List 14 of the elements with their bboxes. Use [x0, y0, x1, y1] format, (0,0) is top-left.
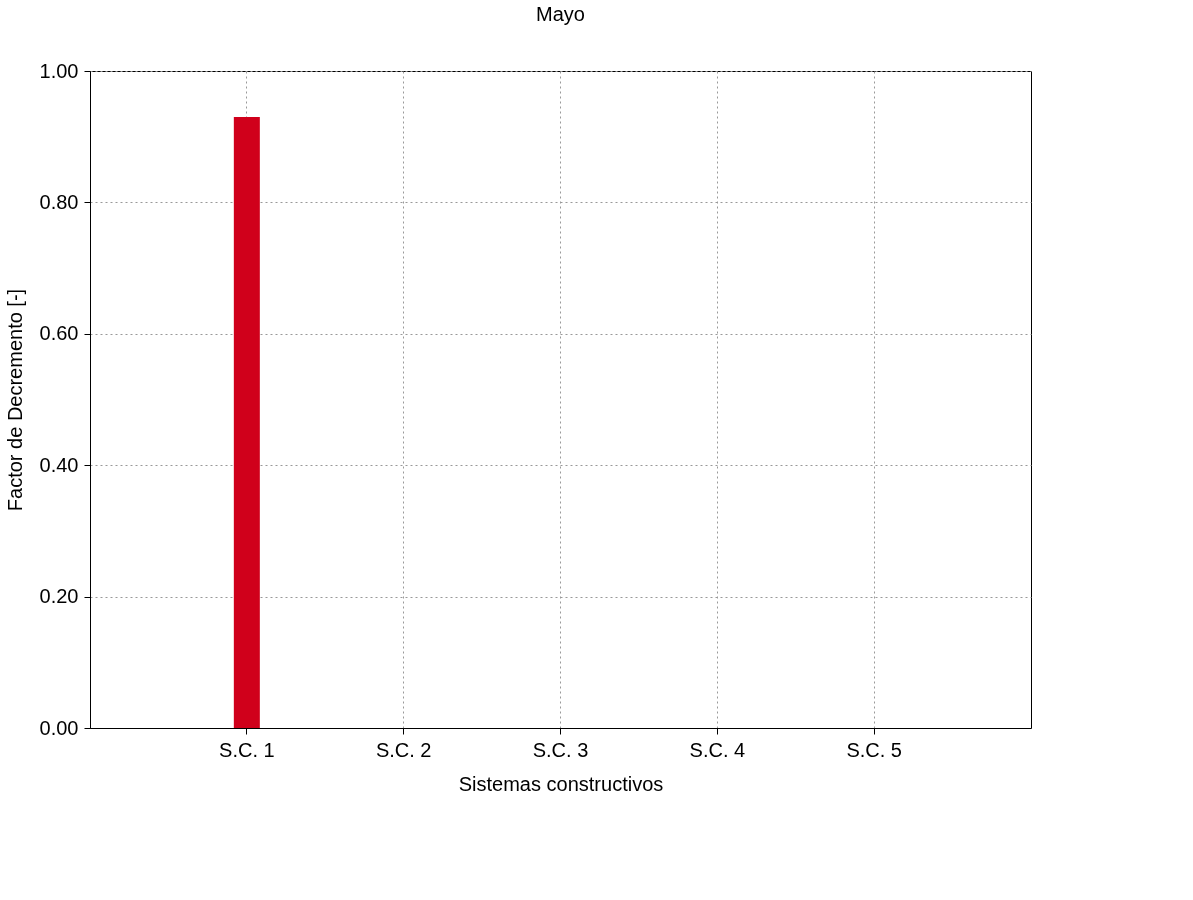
- chart-title: Mayo: [536, 3, 585, 25]
- y-tick-label: 0.60: [39, 322, 79, 345]
- y-tick-label: 1.00: [39, 59, 79, 82]
- x-tick-label: S.C. 3: [532, 738, 589, 761]
- x-tick-label: S.C. 2: [375, 738, 432, 761]
- y-tick-label: 0.00: [39, 716, 79, 739]
- y-tick-label: 0.20: [39, 585, 79, 608]
- x-tick-label: S.C. 4: [689, 738, 746, 761]
- x-axis-title: Sistemas constructivos: [458, 772, 664, 795]
- y-tick-label: 0.40: [39, 453, 79, 476]
- y-tick-label: 0.80: [39, 190, 79, 213]
- y-axis-title: Factor de Decremento [-]: [3, 288, 26, 512]
- x-tick-label: S.C. 1: [219, 738, 275, 761]
- x-tick-label: S.C. 5: [846, 738, 902, 761]
